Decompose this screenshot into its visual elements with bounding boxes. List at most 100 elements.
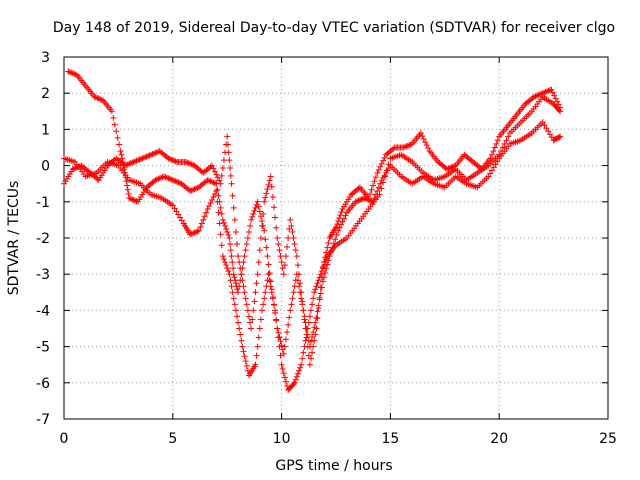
data-point <box>123 161 130 168</box>
data-point <box>168 156 175 163</box>
data-point <box>208 196 215 203</box>
data-point <box>254 271 261 278</box>
data-point <box>247 319 254 326</box>
data-point <box>545 128 552 135</box>
data-point <box>285 235 292 241</box>
data-point <box>272 214 279 221</box>
data-point <box>355 197 362 204</box>
data-point <box>143 153 150 160</box>
data-point <box>294 277 301 284</box>
data-point <box>190 230 197 237</box>
data-point <box>334 221 341 228</box>
data-point <box>123 178 130 185</box>
data-point <box>68 69 75 76</box>
data-point <box>535 92 542 99</box>
data-point <box>243 301 250 308</box>
data-point <box>261 198 268 205</box>
data-point <box>132 158 139 165</box>
x-tick-label: 0 <box>60 431 69 447</box>
data-point <box>278 259 285 266</box>
data-point <box>443 166 450 173</box>
data-point <box>301 316 308 323</box>
series-track-a <box>61 93 564 394</box>
data-point <box>239 343 246 350</box>
data-point <box>291 241 298 248</box>
data-point <box>255 259 262 266</box>
data-point <box>232 277 239 284</box>
data-point <box>293 373 300 380</box>
data-point <box>217 231 224 238</box>
data-point <box>380 157 387 164</box>
data-point <box>282 378 289 385</box>
data-point <box>281 343 288 350</box>
data-point <box>297 280 304 287</box>
data-point <box>538 90 545 97</box>
data-point <box>374 187 381 194</box>
data-point <box>171 157 178 164</box>
data-point <box>406 142 413 149</box>
data-point <box>227 247 234 254</box>
data-point <box>539 90 546 97</box>
data-point <box>182 158 189 165</box>
data-point <box>227 172 234 179</box>
data-point <box>423 142 430 149</box>
data-point <box>306 313 313 320</box>
data-point <box>390 145 397 152</box>
data-point <box>172 178 179 185</box>
data-point <box>260 301 267 308</box>
data-point <box>166 155 173 162</box>
data-point <box>549 89 556 96</box>
data-point <box>240 283 247 290</box>
data-point <box>323 249 330 256</box>
data-point <box>372 191 379 198</box>
data-point <box>448 164 455 171</box>
data-point <box>251 207 258 214</box>
data-point <box>206 203 213 210</box>
data-point <box>290 381 297 388</box>
data-point <box>279 265 286 272</box>
data-point <box>162 174 169 181</box>
data-point <box>265 181 272 188</box>
data-point <box>244 235 251 241</box>
data-point <box>161 173 168 180</box>
data-point <box>400 144 407 151</box>
axis-ticks <box>63 56 609 420</box>
data-point <box>219 165 226 172</box>
data-point <box>323 265 330 272</box>
data-point <box>94 175 101 182</box>
data-point <box>488 167 495 174</box>
data-point <box>372 174 379 181</box>
data-point <box>217 204 224 211</box>
data-points <box>61 68 564 394</box>
data-point <box>325 257 332 264</box>
data-point <box>275 329 282 336</box>
data-point <box>317 271 324 278</box>
data-point <box>236 325 243 332</box>
data-point <box>213 171 220 178</box>
data-point <box>177 214 184 221</box>
data-point <box>252 204 259 211</box>
data-point <box>281 374 288 381</box>
data-point <box>533 92 540 99</box>
data-point <box>194 228 201 235</box>
data-point <box>317 290 324 297</box>
data-point <box>155 175 162 182</box>
data-point <box>185 160 192 167</box>
data-point <box>378 160 385 167</box>
data-point <box>238 337 245 344</box>
data-point <box>542 88 549 95</box>
data-point <box>134 157 141 164</box>
data-point <box>314 315 321 322</box>
data-point <box>307 355 314 362</box>
data-point <box>207 178 214 185</box>
data-point <box>227 165 234 172</box>
data-point <box>241 353 248 360</box>
data-point <box>210 165 217 172</box>
data-point <box>187 160 194 167</box>
data-point <box>505 133 512 140</box>
data-point <box>169 202 176 209</box>
data-point <box>204 177 211 184</box>
data-point <box>314 280 321 287</box>
data-point <box>245 228 252 235</box>
